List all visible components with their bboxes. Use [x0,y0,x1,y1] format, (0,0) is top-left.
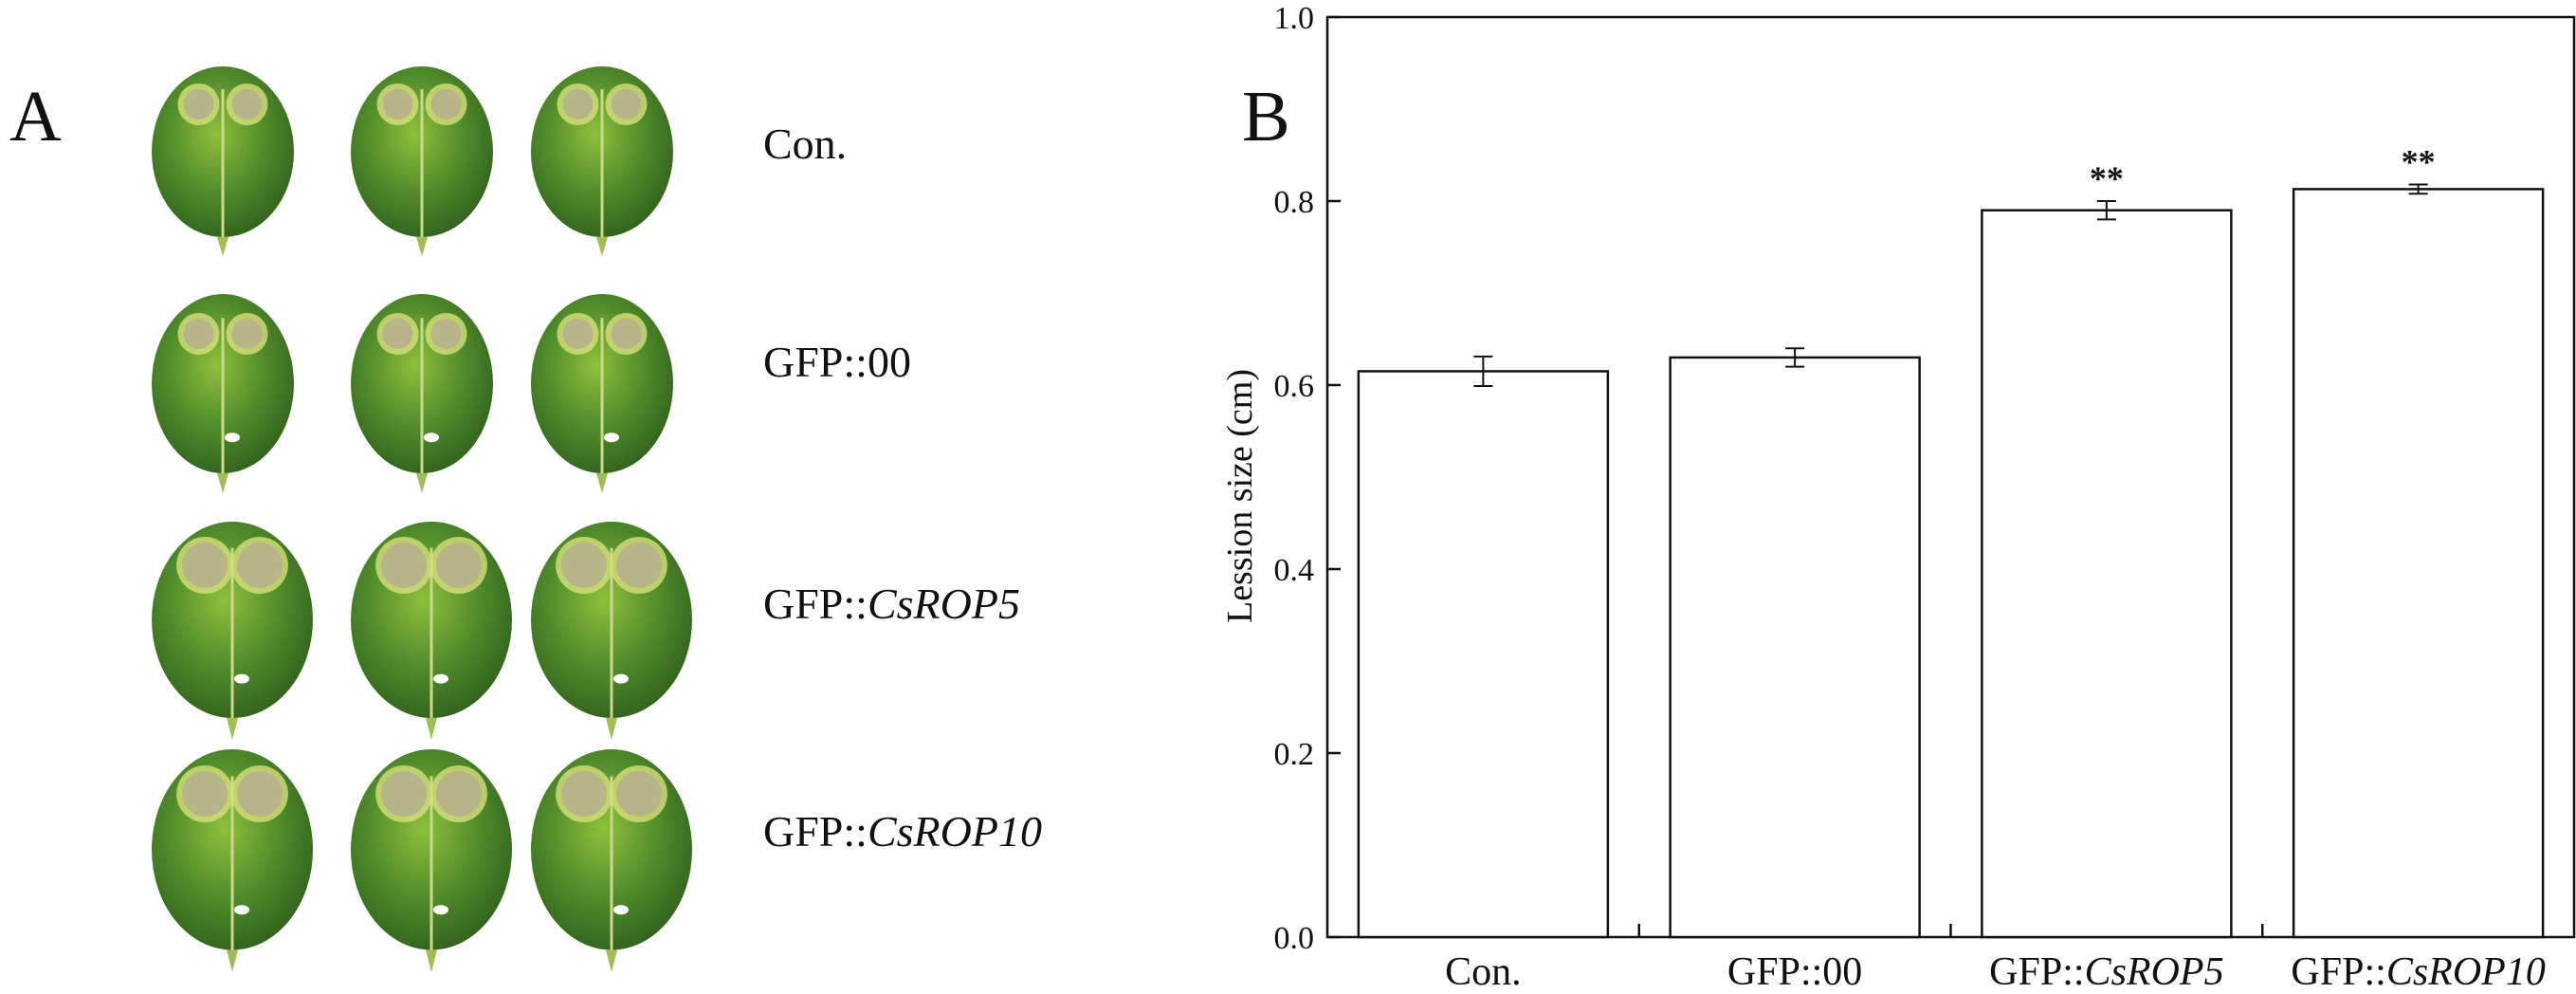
x-tick-label: Con. [1445,950,1522,994]
leaf-photo [351,749,512,972]
y-tick-label: 0.4 [1274,553,1315,588]
row-label-gene: CsROP10 [867,807,1042,856]
row-label-prefix: Con. [763,120,848,168]
leaf-photo [351,66,493,256]
lesion-bar-chart: 0.0 0.2 0.4 0.6 0.8 1.0 Lession size (cm) Con. G… [1220,1,2576,994]
panel-b-label: B [1242,77,1290,156]
leaf-photo [351,294,493,493]
leaf-row-label: Con. [763,119,847,169]
significance-mark: ** [2090,159,2124,197]
y-tick-label: 1.0 [1274,1,1315,36]
leaf-row-label: GFP::CsROP10 [763,806,1042,856]
leaf-row-label: GFP::CsROP5 [763,579,1020,629]
leaf-row-label: GFP::00 [763,337,911,387]
x-tick-label: GFP::CsROP5 [1989,950,2223,994]
leaf-photo [152,522,313,740]
bar [2292,188,2545,939]
bar [1357,370,1610,939]
panel-a-label: A [9,77,62,156]
row-label-gene: CsROP5 [867,580,1020,628]
y-tick-label: 0.6 [1274,369,1315,404]
leaf-photo [531,294,673,493]
leaf-photo [152,66,294,256]
bar [1981,209,2233,939]
leaf-photo [531,522,692,740]
y-tick-label: 0.0 [1274,921,1315,956]
leaf-photo [531,66,673,256]
leaf-photo [152,294,294,493]
leaf-photo [351,522,512,740]
row-label-prefix: GFP:: [763,580,868,628]
significance-mark: ** [2402,143,2436,181]
leaf-photo-grid [152,66,692,972]
x-tick-label: GFP::00 [1727,950,1862,994]
y-tick-label: 0.2 [1274,737,1315,772]
y-axis-title: Lession size (cm) [1220,369,1260,623]
row-label-prefix: GFP::00 [763,338,911,386]
row-label-prefix: GFP:: [763,807,868,856]
y-tick-label: 0.8 [1274,185,1315,220]
leaf-photo [531,749,692,972]
leaf-photo [152,749,313,972]
x-tick-label: GFP::CsROP10 [2291,950,2545,994]
bar [1669,356,1921,939]
